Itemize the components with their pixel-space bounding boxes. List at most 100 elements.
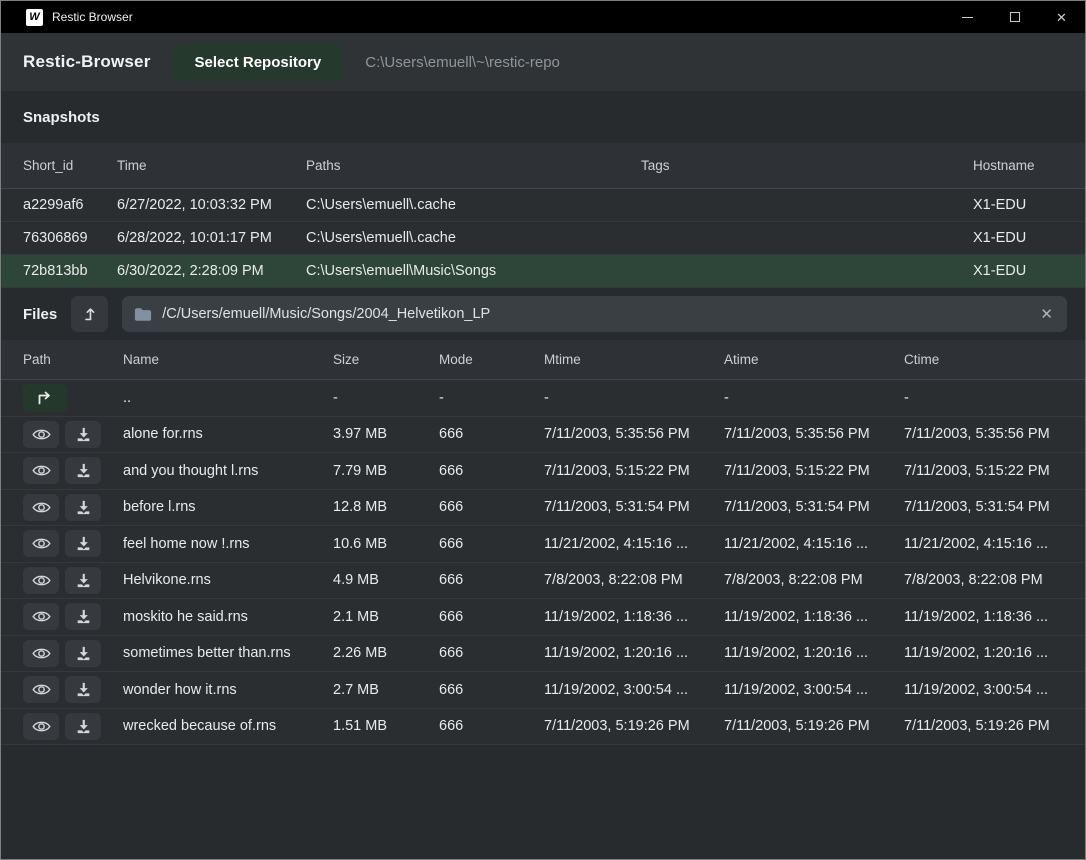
eye-icon	[31, 684, 51, 695]
parent-directory-row[interactable]: .. - - - - -	[1, 380, 1085, 417]
files-path-box: ✕	[122, 296, 1067, 332]
file-atime: 7/11/2003, 5:31:54 PM	[724, 499, 870, 516]
file-row[interactable]: wrecked because of.rns 1.51 MB 666 7/11/…	[1, 709, 1085, 745]
download-file-button[interactable]	[65, 676, 101, 704]
preview-file-button[interactable]	[23, 639, 59, 667]
eye-icon	[31, 611, 51, 622]
file-row[interactable]: feel home now !.rns 10.6 MB 666 11/21/20…	[1, 526, 1085, 563]
file-size: 2.26 MB	[333, 645, 387, 662]
column-header-atime: Atime	[724, 352, 759, 367]
download-file-button[interactable]	[65, 457, 101, 485]
close-icon: ✕	[1056, 9, 1067, 25]
file-ctime: 11/19/2002, 1:20:16 ...	[904, 645, 1049, 662]
preview-file-button[interactable]	[23, 566, 59, 594]
file-atime: 11/19/2002, 1:20:16 ...	[724, 645, 869, 662]
column-header-size: Size	[333, 352, 360, 367]
file-mtime: 7/11/2003, 5:31:54 PM	[544, 499, 690, 516]
snapshot-hostname: X1-EDU	[973, 230, 1027, 246]
file-atime: -	[724, 389, 729, 406]
file-ctime: 7/11/2003, 5:19:26 PM	[904, 718, 1050, 735]
preview-file-button[interactable]	[23, 457, 59, 485]
preview-file-button[interactable]	[23, 530, 59, 558]
files-table: Path Name Size Mode Mtime Atime Ctime ..…	[1, 340, 1085, 745]
file-row[interactable]: wonder how it.rns 2.7 MB 666 11/19/2002,…	[1, 672, 1085, 709]
file-name: and you thought l.rns	[123, 462, 259, 479]
snapshot-row[interactable]: 72b813bb 6/30/2022, 2:28:09 PM C:\Users\…	[1, 255, 1085, 288]
file-mode: 666	[439, 499, 464, 516]
snapshot-time: 6/27/2022, 10:03:32 PM	[117, 197, 272, 213]
eye-icon	[31, 465, 51, 476]
file-name: wrecked because of.rns	[123, 718, 277, 735]
preview-file-button[interactable]	[23, 493, 59, 521]
download-file-button[interactable]	[65, 493, 101, 521]
files-table-header: Path Name Size Mode Mtime Atime Ctime	[1, 340, 1085, 380]
file-name: before l.rns	[123, 499, 196, 516]
clear-path-button[interactable]: ✕	[1038, 305, 1055, 323]
select-repository-button[interactable]: Select Repository	[172, 43, 344, 81]
column-header-paths: Paths	[306, 158, 341, 173]
snapshot-row[interactable]: a2299af6 6/27/2022, 10:03:32 PM C:\Users…	[1, 189, 1085, 222]
snapshot-time: 6/28/2022, 10:01:17 PM	[117, 230, 272, 246]
file-ctime: 11/21/2002, 4:15:16 ...	[904, 535, 1049, 552]
file-size: 3.97 MB	[333, 426, 387, 443]
column-header-time: Time	[117, 158, 147, 173]
download-icon	[77, 646, 89, 660]
window-controls: ✕	[944, 1, 1085, 33]
download-file-button[interactable]	[65, 603, 101, 631]
download-icon	[77, 683, 89, 697]
file-row[interactable]: moskito he said.rns 2.1 MB 666 11/19/200…	[1, 599, 1085, 636]
file-name: feel home now !.rns	[123, 535, 250, 552]
file-ctime: -	[904, 389, 909, 406]
file-atime: 7/11/2003, 5:15:22 PM	[724, 462, 870, 479]
snapshot-short-id: 72b813bb	[23, 263, 88, 279]
file-mode: 666	[439, 462, 464, 479]
file-mode: 666	[439, 572, 464, 589]
go-parent-directory-button[interactable]	[23, 383, 67, 412]
eye-icon	[31, 721, 51, 732]
column-header-short-id: Short_id	[23, 158, 74, 173]
file-row[interactable]: Helvikone.rns 4.9 MB 666 7/8/2003, 8:22:…	[1, 563, 1085, 599]
file-row[interactable]: sometimes better than.rns 2.26 MB 666 11…	[1, 636, 1085, 672]
file-row[interactable]: alone for.rns 3.97 MB 666 7/11/2003, 5:3…	[1, 417, 1085, 453]
eye-icon	[31, 429, 51, 440]
preview-file-button[interactable]	[23, 420, 59, 448]
file-name: Helvikone.rns	[123, 572, 211, 589]
file-row[interactable]: and you thought l.rns 7.79 MB 666 7/11/2…	[1, 453, 1085, 490]
column-header-name: Name	[123, 352, 160, 367]
folder-icon	[135, 307, 152, 321]
file-size: 1.51 MB	[333, 718, 387, 735]
file-mode: 666	[439, 535, 464, 552]
level-up-button[interactable]	[71, 296, 109, 332]
preview-file-button[interactable]	[23, 712, 59, 740]
file-ctime: 11/19/2002, 1:18:36 ...	[904, 608, 1049, 625]
download-icon	[77, 464, 89, 478]
maximize-button[interactable]	[991, 1, 1038, 33]
file-mtime: 7/8/2003, 8:22:08 PM	[544, 572, 683, 589]
column-header-path: Path	[23, 352, 51, 367]
toolbar: Restic-Browser Select Repository C:\User…	[1, 33, 1085, 91]
download-file-button[interactable]	[65, 712, 101, 740]
level-up-icon	[84, 308, 95, 321]
minimize-button[interactable]	[944, 1, 991, 33]
download-file-button[interactable]	[65, 420, 101, 448]
download-file-button[interactable]	[65, 639, 101, 667]
file-mtime: 7/11/2003, 5:19:26 PM	[544, 718, 690, 735]
file-mode: 666	[439, 645, 464, 662]
app-name: Restic-Browser	[23, 52, 151, 71]
file-row[interactable]: before l.rns 12.8 MB 666 7/11/2003, 5:31…	[1, 490, 1085, 526]
file-name: alone for.rns	[123, 426, 203, 443]
preview-file-button[interactable]	[23, 676, 59, 704]
download-file-button[interactable]	[65, 530, 101, 558]
close-button[interactable]: ✕	[1038, 1, 1085, 33]
files-section-header: Files ✕	[1, 288, 1085, 340]
titlebar: W Restic Browser ✕	[1, 1, 1085, 33]
preview-file-button[interactable]	[23, 603, 59, 631]
files-path-input[interactable]	[162, 306, 1029, 322]
file-mtime: 7/11/2003, 5:35:56 PM	[544, 426, 690, 443]
file-size: -	[333, 389, 338, 406]
file-size: 10.6 MB	[333, 535, 387, 552]
snapshot-row[interactable]: 76306869 6/28/2022, 10:01:17 PM C:\Users…	[1, 222, 1085, 255]
file-atime: 7/8/2003, 8:22:08 PM	[724, 572, 863, 589]
download-file-button[interactable]	[65, 566, 101, 594]
